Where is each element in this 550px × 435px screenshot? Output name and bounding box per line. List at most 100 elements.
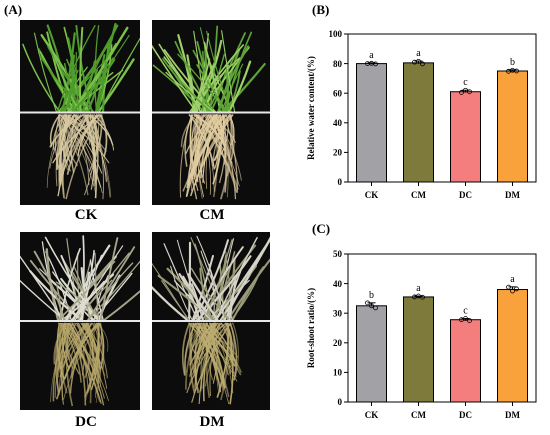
bar-dm	[497, 289, 528, 403]
y-tick-label: 30	[333, 308, 343, 318]
leaf	[33, 250, 66, 322]
x-tick-label: CK	[365, 410, 379, 420]
y-tick-label: 50	[333, 249, 343, 259]
y-tick-label: 20	[333, 148, 343, 158]
leaf	[83, 43, 117, 114]
leaf	[195, 39, 223, 114]
leaf	[174, 40, 213, 114]
leaf	[162, 58, 213, 114]
x-tick-label: DC	[459, 410, 472, 420]
root	[54, 322, 73, 398]
divider-line	[20, 111, 140, 114]
leaf	[161, 280, 191, 322]
data-point	[420, 294, 425, 300]
root	[88, 114, 103, 172]
root	[189, 114, 234, 197]
data-point	[463, 316, 468, 321]
root-group	[46, 113, 115, 200]
leaf	[214, 236, 258, 322]
photo-ck	[20, 20, 140, 205]
leaf	[33, 32, 58, 114]
data-point	[365, 300, 370, 306]
significance-letter: b	[369, 290, 374, 301]
data-point	[463, 87, 468, 93]
leaf	[99, 237, 119, 322]
root	[84, 114, 107, 182]
data-point	[510, 288, 515, 294]
data-point	[514, 68, 519, 74]
x-tick-label: CK	[365, 190, 379, 200]
root	[55, 322, 63, 392]
root	[209, 114, 227, 158]
root	[211, 114, 230, 154]
leaf	[206, 239, 233, 322]
leaf	[73, 265, 91, 322]
root	[67, 322, 109, 401]
root	[198, 322, 220, 405]
leaf	[20, 255, 66, 322]
root	[57, 322, 88, 371]
significance-letter: a	[416, 48, 421, 59]
leaf	[87, 262, 134, 322]
root-group	[181, 322, 243, 405]
leaf	[73, 245, 124, 322]
data-point	[467, 89, 472, 95]
plant-image-dm	[152, 235, 270, 405]
root	[186, 322, 229, 394]
root	[66, 113, 98, 175]
root	[94, 322, 100, 404]
plot-frame	[347, 253, 537, 403]
root	[76, 322, 100, 382]
leaf	[75, 51, 80, 114]
photo-caption-cm: CM	[199, 207, 225, 223]
x-tick-label: DC	[459, 190, 472, 200]
root	[63, 114, 82, 157]
leaf	[178, 273, 201, 323]
leaf	[206, 30, 232, 114]
root	[65, 114, 102, 200]
x-tick-label: CM	[411, 190, 426, 200]
y-axis-label: Root-shoot ratio/(%)	[306, 288, 316, 368]
leaf	[55, 283, 62, 322]
y-tick-label: 20	[333, 338, 343, 348]
root	[188, 322, 227, 389]
root	[228, 114, 235, 147]
photo-caption-ck: CK	[74, 207, 98, 223]
leaf	[59, 248, 81, 322]
chart-root-shoot-ratio: Root-shoot ratio/(%) 0 10 20 30 40 50 b CK a CM c DC…	[306, 249, 537, 420]
x-tick-label: DM	[505, 410, 520, 420]
leaf	[94, 25, 100, 114]
root	[205, 322, 219, 354]
root	[216, 322, 230, 398]
y-tick-label: 10	[333, 368, 343, 378]
data-point	[420, 61, 425, 67]
root-group	[50, 322, 109, 407]
root	[197, 114, 204, 173]
root	[200, 114, 219, 179]
root	[76, 322, 85, 376]
leaf	[152, 285, 190, 323]
leaf	[221, 62, 266, 114]
y-tick-label: 80	[333, 59, 343, 69]
root	[97, 322, 109, 352]
root	[74, 114, 80, 153]
significance-letter: c	[463, 77, 468, 88]
shoot-group	[22, 22, 140, 114]
root	[185, 322, 203, 360]
root	[220, 322, 229, 401]
data-point	[373, 61, 378, 67]
shoot-group	[152, 25, 266, 114]
divider-line	[20, 320, 140, 322]
leaf	[77, 252, 81, 322]
photo-caption-dc: DC	[75, 414, 97, 430]
significance-letter: a	[369, 50, 374, 61]
panel-label-c: (C)	[312, 221, 331, 236]
leaf	[229, 269, 262, 322]
photo-dc	[20, 232, 140, 410]
y-tick-label: 60	[333, 88, 343, 98]
root	[202, 322, 243, 373]
data-point	[459, 90, 464, 95]
y-tick-label: 0	[338, 397, 343, 407]
significance-letter: c	[463, 306, 468, 317]
plant-image-ck	[20, 22, 140, 200]
